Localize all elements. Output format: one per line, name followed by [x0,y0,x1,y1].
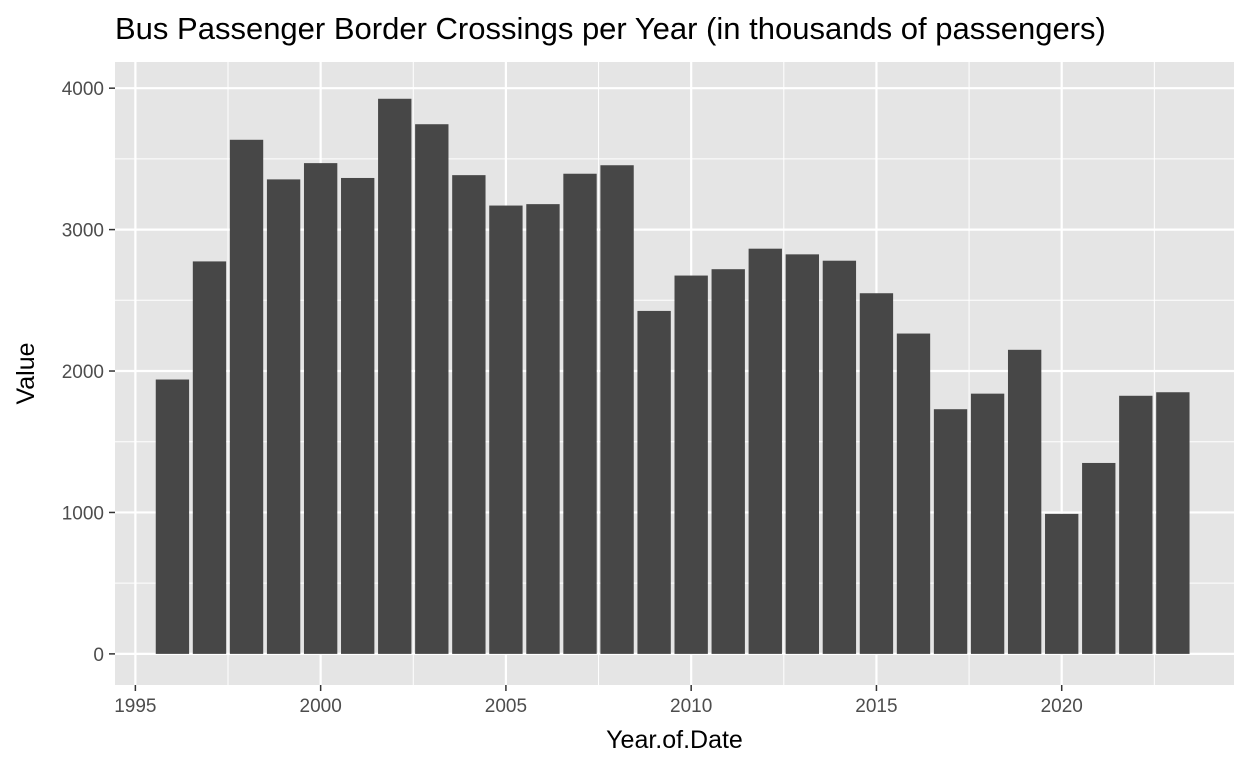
bar-2013 [785,254,820,654]
x-tick-label: 1995 [114,696,156,717]
bar-2005 [489,205,523,654]
bar-2010 [674,275,708,654]
x-tick-label: 2015 [855,696,897,717]
y-axis-title: Value [12,342,40,404]
x-tick-label: 2020 [1041,696,1083,717]
y-tick-label: 3000 [62,221,104,242]
x-axis: 1995 2000 2005 2010 2015 2020 [114,685,1083,717]
bar-2004 [452,175,486,654]
y-axis: 0 1000 2000 3000 4000 [62,79,115,666]
bar-2021 [1082,462,1116,654]
y-tick-label: 4000 [62,79,104,100]
y-tick-label: 2000 [62,362,104,383]
bar-2014 [822,260,857,654]
x-tick-label: 2005 [485,696,527,717]
bar-2018 [970,393,1005,654]
bar-2016 [896,333,931,654]
y-tick-label: 1000 [62,503,104,524]
bar-1997 [192,261,227,654]
bar-2012 [748,248,782,654]
bar-2023 [1156,392,1190,654]
bars [155,98,1190,654]
bar-2015 [859,293,894,654]
bar-2022 [1119,395,1153,654]
chart-title: Bus Passenger Border Crossings per Year … [115,11,1106,46]
x-tick-label: 2000 [300,696,342,717]
bar-2001 [341,177,375,654]
bar-1996 [155,379,190,654]
x-tick-label: 2010 [670,696,712,717]
bar-1999 [266,179,301,654]
bar-2000 [303,163,338,654]
bar-2006 [526,204,560,654]
y-tick-label: 0 [93,645,104,666]
bar-2020 [1045,513,1079,654]
bar-2007 [563,173,597,654]
bar-1998 [229,139,264,654]
bar-2019 [1007,349,1042,654]
bar-2002 [378,98,412,654]
bar-2008 [600,165,634,654]
bar-2011 [711,269,745,654]
bar-2017 [933,409,968,654]
bar-2009 [637,310,671,654]
x-axis-title: Year.of.Date [606,726,743,754]
bar-2003 [415,124,449,654]
